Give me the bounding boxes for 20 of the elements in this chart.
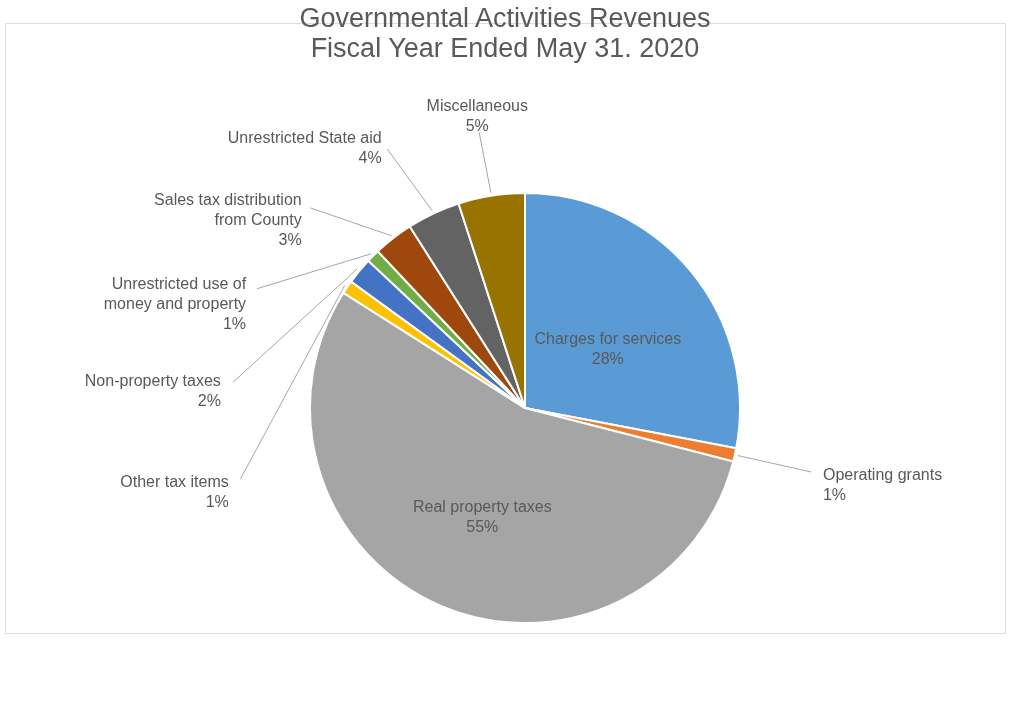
data-label: 2% <box>197 392 221 410</box>
slice-label: Other tax items <box>120 472 229 490</box>
data-label: 1% <box>222 314 247 332</box>
data-label: 1% <box>822 485 847 503</box>
slice-label: Unrestricted use of money and property <box>103 274 247 312</box>
slice-label: Non-property taxes <box>84 372 221 390</box>
data-label: 4% <box>358 149 382 167</box>
slice-label: Unrestricted State aid <box>227 129 382 147</box>
slice-label: Real property taxes <box>412 497 552 515</box>
chart-subtitle: Fiscal Year Ended May 31. 2020 <box>310 33 700 63</box>
chart-title: Governmental Activities Revenues <box>299 3 711 33</box>
data-label: 5% <box>465 117 489 135</box>
slice-label: Miscellaneous <box>426 97 528 115</box>
data-label: 55% <box>466 517 499 535</box>
data-label: 28% <box>591 350 624 368</box>
slice-label: Operating grants <box>822 465 943 483</box>
slice-label: Charges for services <box>534 330 682 348</box>
data-label: 3% <box>278 230 302 248</box>
data-label: 1% <box>205 492 229 510</box>
slice-label: Sales tax distribution from County <box>154 190 302 228</box>
